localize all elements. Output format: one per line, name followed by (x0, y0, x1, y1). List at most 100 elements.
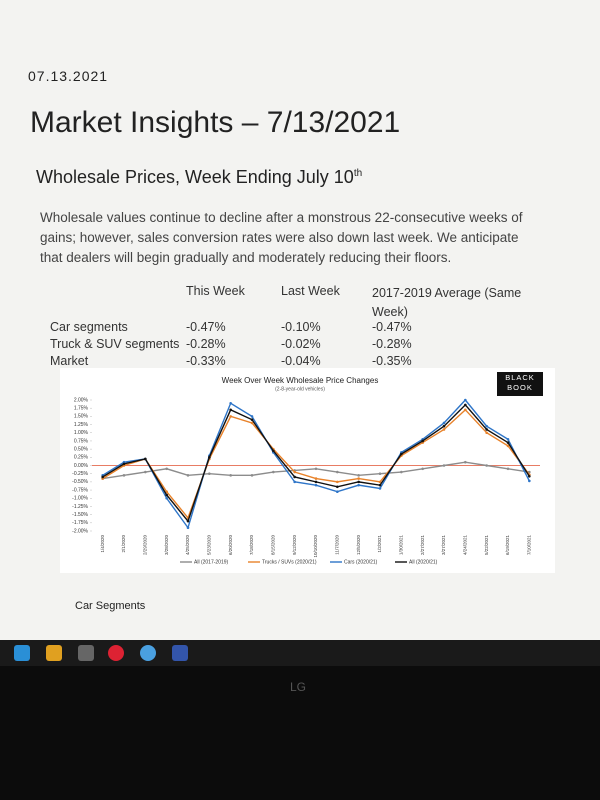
data-point (229, 415, 232, 418)
chrome-icon[interactable] (108, 645, 124, 661)
legend-label: All (2017-2019) (194, 559, 229, 565)
explorer-icon[interactable] (46, 645, 62, 661)
subtitle-sup: th (353, 168, 363, 179)
table-cell: Truck & SUV segments (50, 337, 180, 351)
y-tick-label: 0.00% (74, 463, 89, 469)
x-tick-label: 6/19/2021 (505, 535, 510, 556)
table-cell: -0.35% (372, 354, 412, 368)
x-tick-label: 1/30/2021 (399, 535, 404, 556)
logo-text: BLACK (505, 373, 535, 382)
table-cell: 2017-2019 Average (Same Week) (372, 286, 522, 319)
data-point (293, 475, 296, 479)
y-tick-label: 0.75% (74, 438, 89, 444)
data-point (528, 475, 531, 478)
data-point (528, 479, 531, 483)
table-cell: Last Week (281, 284, 340, 298)
legend-label: All (2020/21) (409, 559, 438, 565)
table-cell: -0.28% (372, 337, 412, 351)
x-tick-label: 7/10/2021 (527, 535, 532, 556)
chart-frame (60, 368, 555, 573)
data-point (272, 449, 275, 453)
x-tick-label: 10/10/2020 (313, 535, 318, 558)
data-point (421, 467, 424, 471)
section-heading: Car Segments (75, 600, 146, 612)
table-cell: -0.02% (281, 337, 321, 351)
chart: BLACK BOOK Week Over Week Wholesale Pric… (60, 368, 555, 573)
x-tick-label: 9/12/2020 (292, 535, 297, 556)
data-point (336, 490, 339, 494)
data-point (250, 418, 254, 421)
data-point (229, 474, 232, 477)
data-point (250, 421, 254, 425)
x-tick-label: 3/27/2021 (441, 535, 446, 556)
edge-icon[interactable] (14, 645, 30, 661)
x-tick-label: 11/7/2020 (335, 535, 340, 555)
data-point (506, 438, 510, 441)
y-tick-label: -2.00% (72, 528, 88, 534)
data-point (186, 474, 190, 477)
post-subtitle: Wholesale Prices, Week Ending July 10th (36, 167, 362, 188)
data-point (314, 483, 318, 487)
y-tick-label: 1.00% (74, 430, 89, 436)
logo-box (497, 372, 543, 396)
store-icon[interactable] (78, 645, 94, 661)
y-tick-label: -1.50% (72, 512, 88, 518)
table-cell: -0.28% (186, 337, 226, 351)
data-point (506, 467, 510, 471)
data-point (442, 464, 446, 467)
app-icon[interactable] (140, 645, 156, 661)
data-point (314, 467, 318, 471)
data-point (442, 428, 446, 431)
data-point (357, 480, 360, 484)
x-tick-label: 4/24/2021 (463, 535, 468, 556)
data-point (464, 408, 467, 412)
table-cell: This Week (186, 284, 245, 298)
x-tick-label: 2/29/2020 (143, 535, 148, 556)
chart-subtitle: (2-8-year-old vehicles) (275, 386, 325, 392)
y-tick-label: 1.75% (74, 406, 89, 412)
table-cell: -0.10% (281, 320, 321, 334)
app-icon[interactable] (172, 645, 188, 661)
x-tick-label: 12/5/2020 (356, 535, 361, 556)
data-point (506, 444, 510, 448)
data-point (485, 431, 488, 435)
x-tick-label: 6/20/2020 (228, 535, 233, 556)
data-point (293, 470, 296, 474)
y-tick-label: 1.50% (74, 414, 89, 420)
x-tick-label: 4/25/2020 (185, 535, 190, 556)
data-point (165, 496, 168, 500)
logo-text: BOOK (507, 383, 533, 392)
data-point (144, 470, 147, 474)
data-point (336, 485, 339, 489)
data-point (357, 474, 360, 477)
x-tick-label: 8/15/2020 (271, 535, 276, 556)
data-point (506, 441, 510, 444)
y-tick-label: -1.00% (72, 496, 88, 502)
data-point (400, 452, 403, 456)
data-point (186, 526, 190, 530)
data-point (101, 475, 104, 479)
y-tick-label: 0.50% (74, 446, 89, 452)
data-point (272, 470, 275, 474)
x-tick-label: 2/1/2020 (121, 535, 126, 553)
data-point (314, 477, 318, 480)
y-tick-label: 0.25% (74, 455, 89, 461)
data-point (186, 519, 190, 523)
data-point (293, 480, 296, 484)
paragraph: Wholesale values continue to decline aft… (40, 210, 523, 265)
data-point (378, 472, 382, 475)
data-point (378, 483, 382, 487)
data-point (400, 470, 403, 474)
data-point (229, 408, 232, 412)
data-point (165, 467, 168, 471)
data-point (250, 415, 254, 418)
data-point (208, 456, 211, 459)
data-point (421, 439, 424, 443)
table-cell: -0.47% (186, 320, 226, 334)
table-cell: -0.47% (372, 320, 412, 334)
y-tick-label: -0.50% (72, 479, 88, 485)
browser-page: 07.13.2021 Market Insights – 7/13/2021 W… (0, 0, 600, 640)
data-point (165, 493, 168, 497)
data-point (314, 480, 318, 484)
x-tick-label: 3/28/2020 (164, 535, 169, 556)
